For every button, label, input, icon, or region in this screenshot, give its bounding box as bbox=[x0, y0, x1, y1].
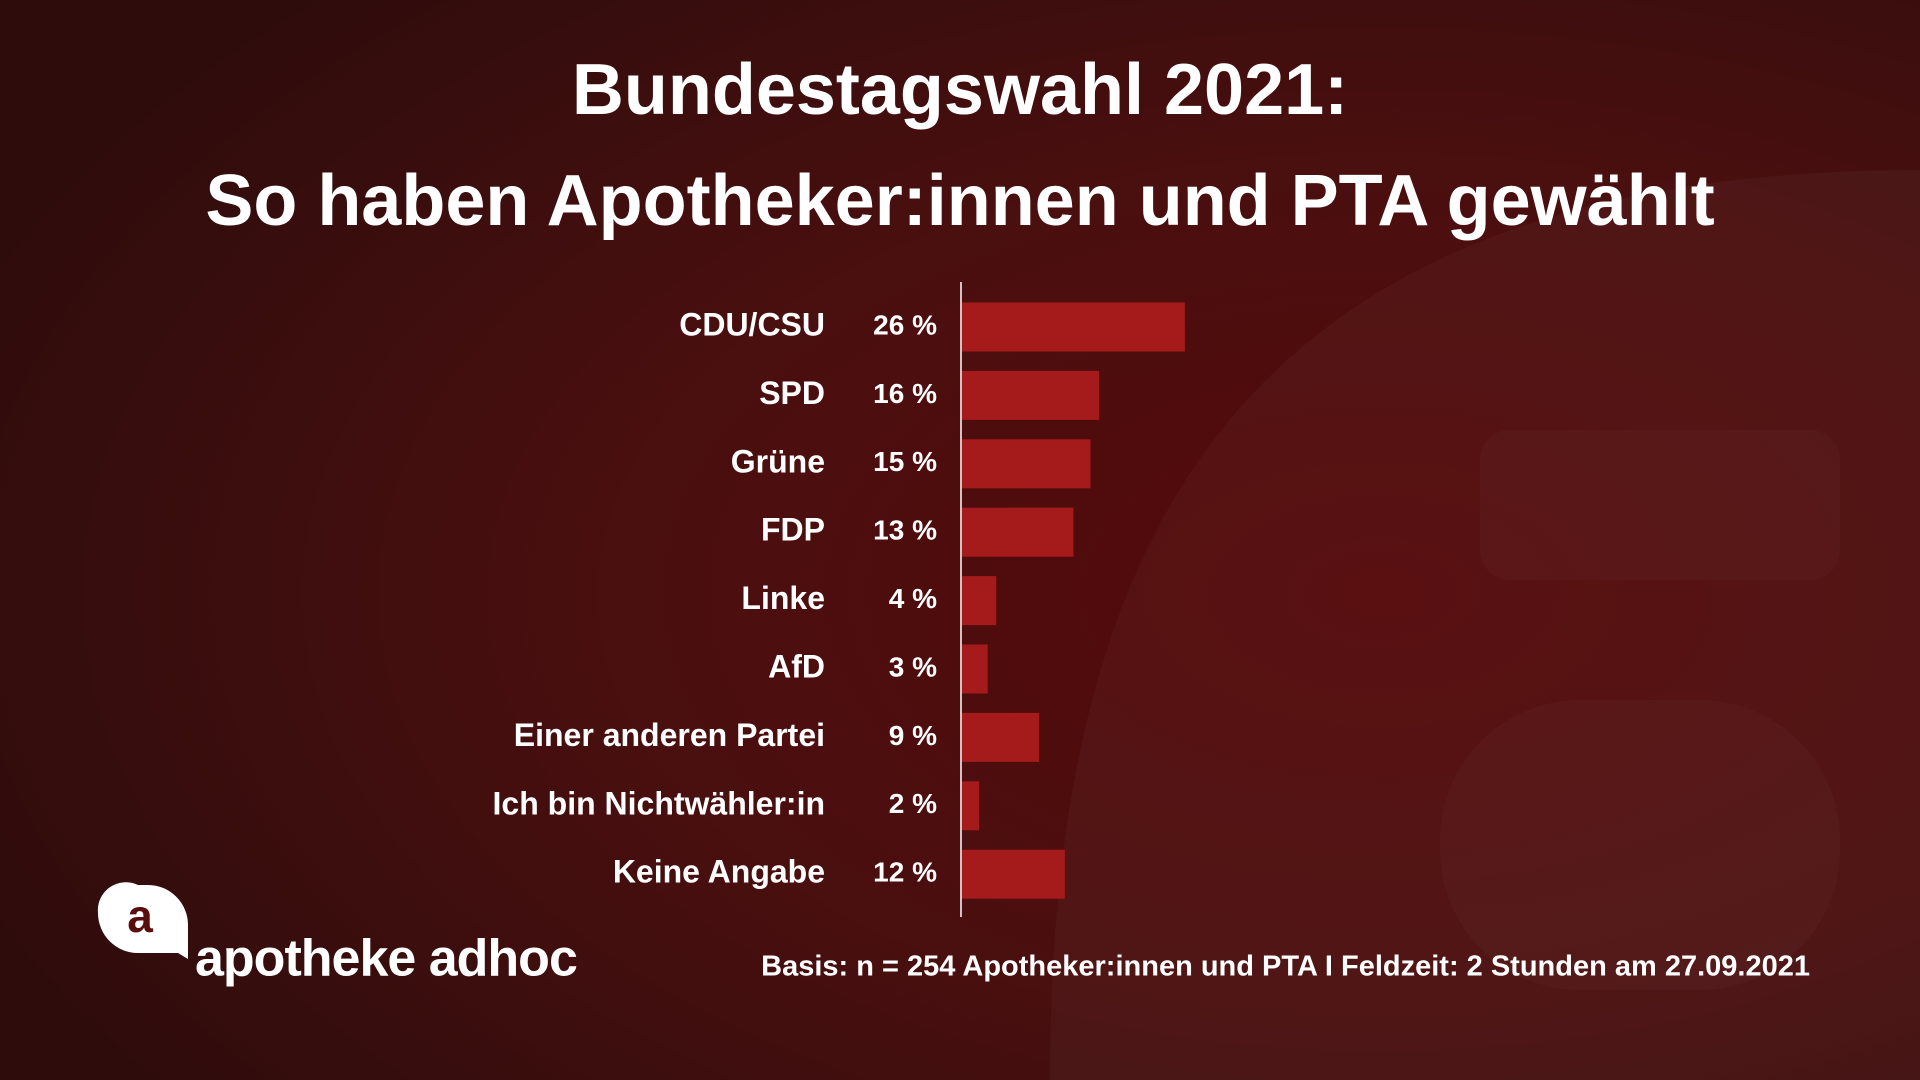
bar bbox=[962, 644, 988, 694]
category-label: FDP bbox=[761, 512, 825, 548]
bar bbox=[962, 370, 1100, 420]
category-label: Einer anderen Partei bbox=[514, 717, 825, 753]
brand-name: apotheke adhoc bbox=[195, 930, 577, 988]
value-label: 12 % bbox=[873, 857, 937, 888]
value-label: 15 % bbox=[873, 446, 937, 477]
value-label: 3 % bbox=[889, 651, 937, 682]
chart-title: Bundestagswahl 2021: bbox=[572, 50, 1348, 130]
category-label: SPD bbox=[759, 375, 825, 411]
bar bbox=[962, 712, 1040, 762]
chart-subtitle: So haben Apotheker:innen und PTA gewählt bbox=[205, 161, 1714, 241]
value-label: 2 % bbox=[889, 788, 937, 819]
bar bbox=[962, 302, 1185, 352]
category-label: Keine Angabe bbox=[613, 854, 825, 890]
bar bbox=[962, 439, 1091, 489]
watermark bbox=[1480, 430, 1840, 580]
bar bbox=[962, 507, 1074, 557]
category-label: Ich bin Nichtwähler:in bbox=[493, 785, 825, 821]
category-label: CDU/CSU bbox=[679, 306, 825, 342]
value-label: 9 % bbox=[889, 720, 937, 751]
category-label: Grüne bbox=[731, 443, 825, 479]
bar bbox=[962, 849, 1065, 899]
footnote: Basis: n = 254 Apotheker:innen und PTA I… bbox=[761, 951, 1810, 983]
value-label: 16 % bbox=[873, 378, 937, 409]
category-label: Linke bbox=[741, 580, 825, 616]
logo-mark: a bbox=[127, 890, 153, 942]
logo-bubble bbox=[97, 882, 188, 959]
bar bbox=[962, 781, 980, 831]
category-label: AfD bbox=[768, 648, 825, 684]
value-label: 13 % bbox=[873, 515, 937, 546]
value-label: 4 % bbox=[889, 583, 937, 614]
watermark bbox=[1440, 700, 1840, 990]
bar bbox=[962, 576, 997, 626]
value-label: 26 % bbox=[873, 309, 937, 340]
